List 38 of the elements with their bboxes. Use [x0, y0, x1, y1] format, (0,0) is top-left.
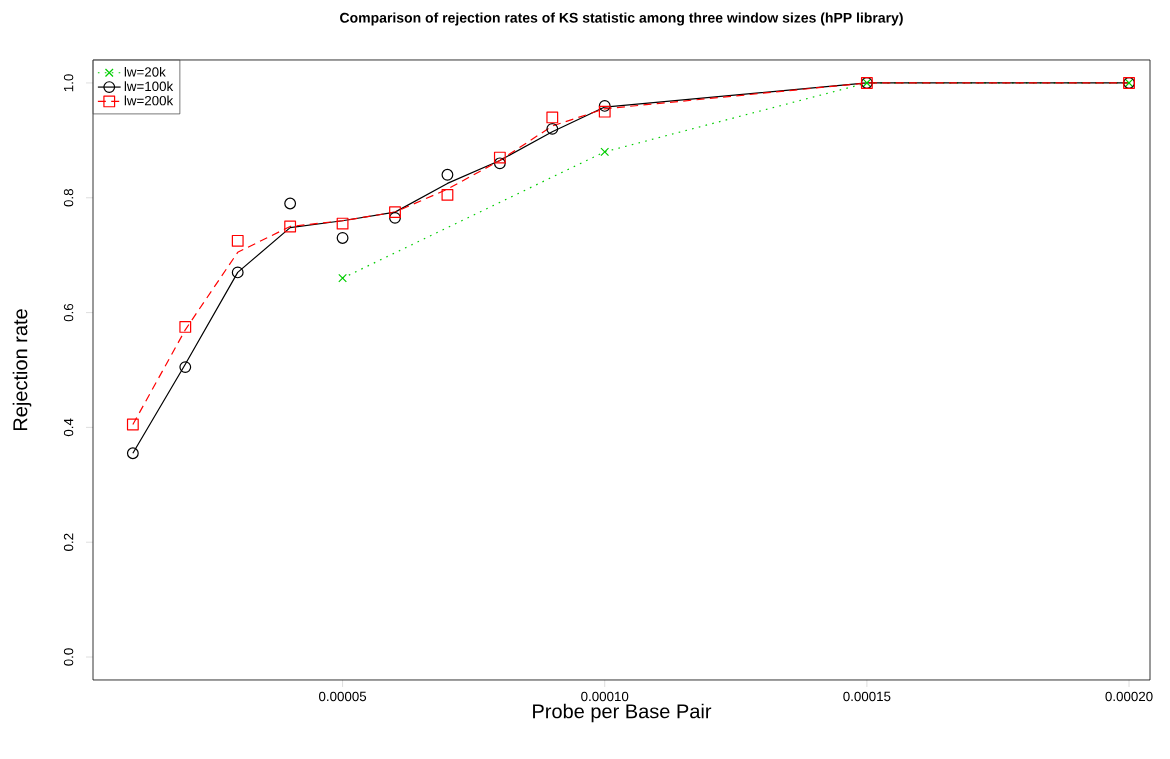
point — [598, 99, 611, 112]
legend-label: lw=100k — [124, 81, 174, 92]
legend-label: lw=200k — [124, 95, 174, 106]
point — [389, 211, 401, 224]
point — [441, 168, 454, 181]
x-axis-title: Probe per Base Pair — [533, 703, 712, 723]
point — [231, 266, 244, 279]
point — [336, 217, 349, 230]
y-tick-label: 0.4 — [63, 418, 74, 437]
point — [598, 105, 611, 118]
point — [284, 220, 297, 233]
x-tick-label: 0.00020 — [1105, 691, 1153, 702]
point — [126, 418, 139, 431]
point — [179, 361, 192, 374]
y-tick-label: 0.0 — [63, 648, 74, 666]
legend-label: lw=20k — [124, 66, 166, 77]
point — [600, 147, 610, 157]
point — [493, 157, 506, 170]
point — [126, 447, 139, 460]
y-tick-label: 0.6 — [63, 303, 74, 322]
point — [284, 197, 297, 210]
point — [336, 232, 349, 244]
y-tick-label: 0.8 — [63, 189, 74, 207]
point — [231, 234, 244, 247]
x-tick-label: 0.00010 — [581, 691, 629, 702]
point — [338, 273, 347, 283]
y-tick-label: 0.2 — [63, 533, 74, 551]
x-tick-label: 0.00015 — [843, 691, 891, 702]
point — [493, 151, 506, 164]
point — [546, 122, 559, 135]
x-tick-label: 0.00005 — [319, 691, 367, 702]
point — [179, 321, 192, 333]
point — [441, 188, 454, 201]
point — [389, 206, 401, 219]
y-axis-title: Rejection rate — [12, 309, 32, 431]
y-tick-label: 1.0 — [63, 74, 74, 92]
chart-title: Comparison of rejection rates of KS statistic among three window sizes (hPP library) — [340, 12, 903, 26]
point — [546, 111, 559, 124]
